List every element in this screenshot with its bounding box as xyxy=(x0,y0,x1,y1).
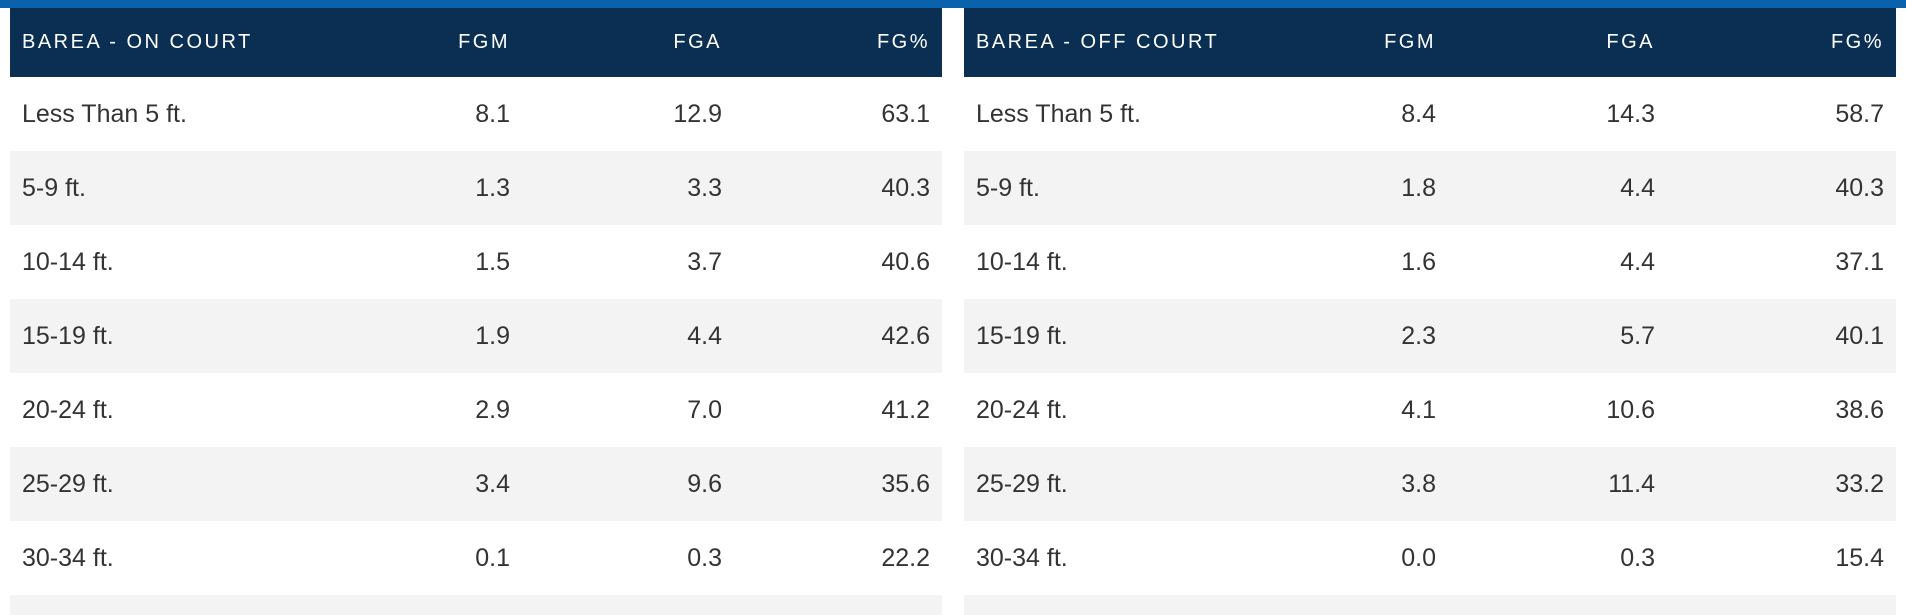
column-header-fga[interactable]: FGA xyxy=(673,31,722,53)
column-header-zone[interactable]: BAREA - OFF COURT xyxy=(976,31,1220,53)
fga-cell: 0.3 xyxy=(1620,543,1655,572)
fgm-cell: 1.5 xyxy=(475,247,510,276)
fgm-cell: 2.9 xyxy=(475,395,510,424)
zone-cell: 10-14 ft. xyxy=(976,247,1068,276)
fga-cell: 11.4 xyxy=(1608,469,1655,498)
fg-pct-cell: 40.6 xyxy=(881,247,930,276)
table-row: 30-34 ft. 0.0 0.3 15.4 xyxy=(964,521,1896,595)
table-row: 25-29 ft. 3.4 9.6 35.6 xyxy=(10,447,942,521)
table-row: 5-9 ft. 1.8 4.4 40.3 xyxy=(964,151,1896,225)
fga-cell: 10.6 xyxy=(1606,395,1655,424)
fga-cell: 4.4 xyxy=(1620,247,1655,276)
table-row: 20-24 ft. 2.9 7.0 41.2 xyxy=(10,373,942,447)
table-row: 10-14 ft. 1.6 4.4 37.1 xyxy=(964,225,1896,299)
zone-cell: 20-24 ft. xyxy=(22,395,114,424)
table-row: Less Than 5 ft. 8.1 12.9 63.1 xyxy=(10,77,942,151)
column-header-fgm[interactable]: FGM xyxy=(458,31,510,53)
fga-cell: 14.3 xyxy=(1606,99,1655,128)
fg-pct-cell: 40.1 xyxy=(1835,321,1884,350)
zone-cell: Less Than 5 ft. xyxy=(22,99,187,128)
fga-cell: 4.4 xyxy=(1620,173,1655,202)
fg-pct-cell: 33.2 xyxy=(1835,469,1884,498)
zone-cell: 25-29 ft. xyxy=(22,469,114,498)
column-header-fg-pct[interactable]: FG% xyxy=(876,31,930,53)
table-row: 20-24 ft. 4.1 10.6 38.6 xyxy=(964,373,1896,447)
zone-cell: 30-34 ft. xyxy=(976,543,1068,572)
table-row-cutoff xyxy=(10,595,942,615)
shooting-tables: BAREA - ON COURT FGM FGA FG% Less Than 5… xyxy=(10,8,1896,615)
column-header-zone[interactable]: BAREA - ON COURT xyxy=(22,31,253,53)
zone-cell: 20-24 ft. xyxy=(976,395,1068,424)
column-header-fga[interactable]: FGA xyxy=(1606,31,1655,53)
fgm-cell: 0.0 xyxy=(1401,543,1436,572)
fgm-cell: 0.1 xyxy=(475,543,510,572)
fga-cell: 5.7 xyxy=(1620,321,1655,350)
fg-pct-cell: 42.6 xyxy=(881,321,930,350)
fga-cell: 9.6 xyxy=(687,469,722,498)
zone-cell: 15-19 ft. xyxy=(976,321,1068,350)
fgm-cell: 3.8 xyxy=(1401,469,1436,498)
fga-cell: 3.3 xyxy=(687,173,722,202)
fg-pct-cell: 37.1 xyxy=(1835,247,1884,276)
zone-cell: 15-19 ft. xyxy=(22,321,114,350)
fg-pct-cell: 38.6 xyxy=(1835,395,1884,424)
table-row: 25-29 ft. 3.8 11.4 33.2 xyxy=(964,447,1896,521)
fg-pct-cell: 22.2 xyxy=(881,543,930,572)
fg-pct-cell: 41.2 xyxy=(881,395,930,424)
table-row: 30-34 ft. 0.1 0.3 22.2 xyxy=(10,521,942,595)
table-header: BAREA - ON COURT FGM FGA FG% xyxy=(10,8,942,77)
fgm-cell: 1.6 xyxy=(1401,247,1436,276)
fga-cell: 12.9 xyxy=(673,99,722,128)
fg-pct-cell: 40.3 xyxy=(1835,173,1884,202)
fgm-cell: 1.9 xyxy=(475,321,510,350)
fg-pct-cell: 15.4 xyxy=(1835,543,1884,572)
fgm-cell: 8.1 xyxy=(475,99,510,128)
off-court-table: BAREA - OFF COURT FGM FGA FG% Less Than … xyxy=(964,8,1896,615)
fga-cell: 7.0 xyxy=(687,395,722,424)
table-row: 15-19 ft. 1.9 4.4 42.6 xyxy=(10,299,942,373)
zone-cell: 25-29 ft. xyxy=(976,469,1068,498)
zone-cell: Less Than 5 ft. xyxy=(976,99,1141,128)
table-row-cutoff xyxy=(964,595,1896,615)
fgm-cell: 1.8 xyxy=(1401,173,1436,202)
table-row: 10-14 ft. 1.5 3.7 40.6 xyxy=(10,225,942,299)
table-row: 5-9 ft. 1.3 3.3 40.3 xyxy=(10,151,942,225)
zone-cell: 5-9 ft. xyxy=(22,173,86,202)
fgm-cell: 4.1 xyxy=(1401,395,1436,424)
fgm-cell: 3.4 xyxy=(475,469,510,498)
top-accent-bar xyxy=(0,0,1906,8)
fgm-cell: 2.3 xyxy=(1401,321,1436,350)
fgm-cell: 1.3 xyxy=(475,173,510,202)
on-court-table: BAREA - ON COURT FGM FGA FG% Less Than 5… xyxy=(10,8,942,615)
fg-pct-cell: 58.7 xyxy=(1835,99,1884,128)
table-header: BAREA - OFF COURT FGM FGA FG% xyxy=(964,8,1896,77)
column-header-fgm[interactable]: FGM xyxy=(1384,31,1436,53)
column-header-fg-pct[interactable]: FG% xyxy=(1830,31,1884,53)
fga-cell: 0.3 xyxy=(687,543,722,572)
fg-pct-cell: 63.1 xyxy=(881,99,930,128)
zone-cell: 10-14 ft. xyxy=(22,247,114,276)
fgm-cell: 8.4 xyxy=(1401,99,1436,128)
table-row: Less Than 5 ft. 8.4 14.3 58.7 xyxy=(964,77,1896,151)
table-row: 15-19 ft. 2.3 5.7 40.1 xyxy=(964,299,1896,373)
zone-cell: 30-34 ft. xyxy=(22,543,114,572)
zone-cell: 5-9 ft. xyxy=(976,173,1040,202)
fga-cell: 4.4 xyxy=(687,321,722,350)
fga-cell: 3.7 xyxy=(687,247,722,276)
fg-pct-cell: 35.6 xyxy=(881,469,930,498)
fg-pct-cell: 40.3 xyxy=(881,173,930,202)
